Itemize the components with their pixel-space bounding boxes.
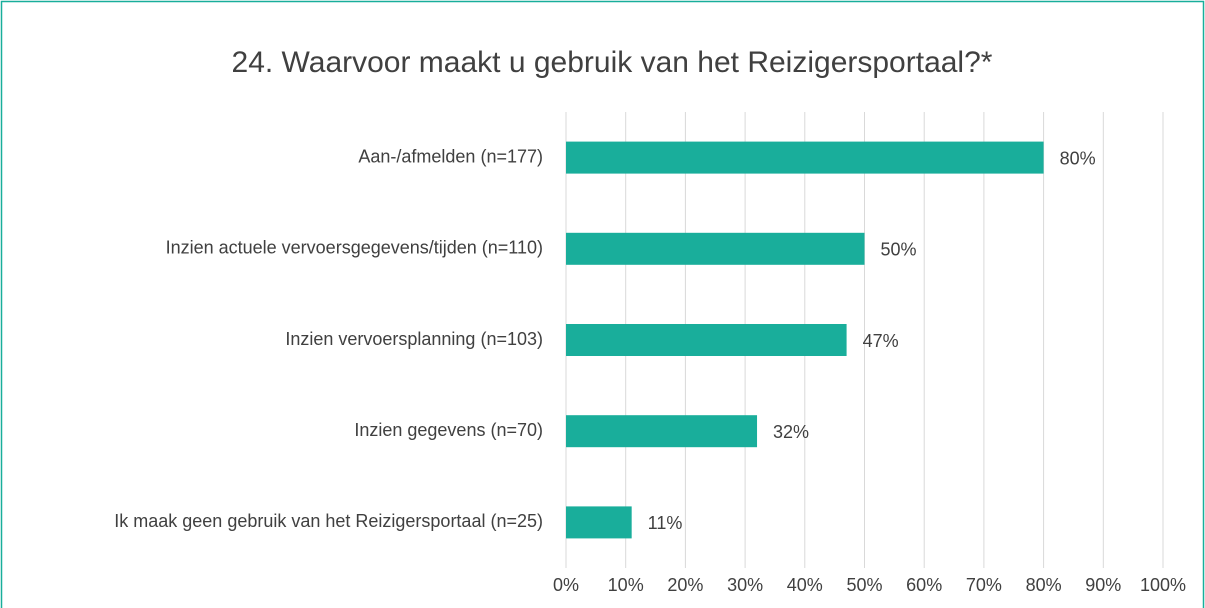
x-tick-label: 0% [553,575,579,595]
bar [566,415,758,448]
x-tick-label: 90% [1085,575,1121,595]
y-tick-label: Inzien gegevens (n=70) [354,420,543,440]
bar [566,232,865,265]
x-tick-label: 50% [846,575,882,595]
y-tick-label: Inzien actuele vervoersgegevens/tijden (… [166,238,543,258]
x-tick-label: 10% [608,575,644,595]
x-tick-label: 70% [966,575,1002,595]
x-tick-label: 80% [1026,575,1062,595]
x-tick-label: 60% [906,575,942,595]
chart-title: 24. Waarvoor maakt u gebruik van het Rei… [232,46,993,79]
data-label: 50% [881,240,917,260]
bar [566,506,632,539]
data-label: 11% [648,513,683,533]
x-tick-label: 30% [727,575,763,595]
data-label: 80% [1060,148,1096,168]
y-tick-label: Inzien vervoersplanning (n=103) [285,329,543,349]
y-tick-label: Ik maak geen gebruik van het Reizigerspo… [114,511,543,531]
bar [566,141,1044,174]
x-tick-label: 40% [787,575,823,595]
y-tick-label: Aan-/afmelden (n=177) [358,146,543,166]
x-tick-label: 20% [667,575,703,595]
x-tick-label: 100% [1140,575,1186,595]
data-label: 47% [863,331,899,351]
data-label: 32% [773,422,809,442]
bar [566,324,847,356]
